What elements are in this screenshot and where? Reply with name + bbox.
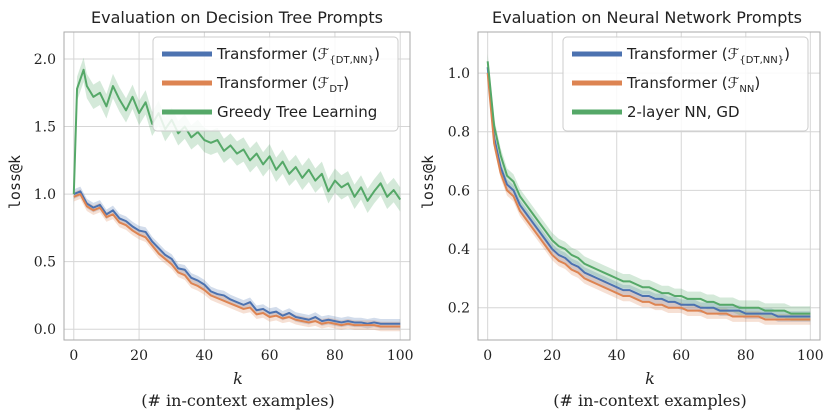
left-chart-x-tick-label: 20 [130,348,148,364]
right-chart-x-sublabel: (# in-context examples) [553,391,746,410]
right-chart-x-tick-label: 100 [797,348,824,364]
left-chart-x-tick-label: 0 [69,348,78,364]
left-chart-x-label: k [233,369,243,388]
left-chart-panel: Evaluation on Decision Tree Prompts loss… [6,8,414,410]
left-legend-label-2: Greedy Tree Learning [217,103,377,121]
right-chart-series-0-band [487,61,811,322]
right-chart-x-tick-label: 0 [483,348,492,364]
left-chart-series-1-line [73,193,401,328]
right-chart-series-0-line [486,67,811,318]
left-chart-y-tick-label: 0.5 [34,255,56,271]
right-legend-label-2: 2-layer NN, GD [627,103,740,121]
left-chart-x-tick-label: 40 [195,348,213,364]
right-chart-series-1-line [486,72,811,321]
right-chart-y-tick-label: 1.0 [448,66,470,82]
right-chart-panel: Evaluation on Neural Network Prompts los… [419,8,824,410]
left-chart-series-0-line [73,190,401,325]
left-chart-x-sublabel: (# in-context examples) [141,391,334,410]
right-chart-legend: Transformer (ℱ{DT,NN}) Transformer (ℱNN) 2… [562,36,809,132]
left-chart-title: Evaluation on Decision Tree Prompts [91,8,383,27]
left-chart-x-tick-label: 80 [326,348,344,364]
left-chart-y-tick-label: 0.0 [34,322,56,338]
right-legend-label-0: Transformer (ℱ{DT,NN}) [626,45,790,66]
right-chart-y-tick-label: 0.6 [448,183,470,199]
right-chart-series-2-band [487,54,811,321]
right-chart-x-tick-label: 60 [672,348,690,364]
right-chart-x-tick-label: 80 [737,348,755,364]
right-chart-y-label: loss@k [419,155,437,209]
left-chart-series-2-line [72,68,402,202]
right-chart-x-tick-label: 20 [543,348,561,364]
right-chart-y-tick-label: 0.2 [448,301,470,317]
left-chart-series-2-band [73,57,401,214]
right-chart-series-2-line [486,61,811,315]
left-chart-x-tick-label: 100 [387,348,414,364]
left-chart-series-0-band [73,186,401,329]
left-chart-frame [63,31,411,341]
left-chart-legend: Transformer (ℱ{DT,NN}) Transformer (ℱDT) G… [152,36,399,132]
right-chart-title: Evaluation on Neural Network Prompts [492,8,802,27]
left-chart-series-1-band [73,189,401,332]
left-legend-label-1: Transformer (ℱDT) [216,74,349,95]
left-chart-y-tick-label: 1.5 [34,120,56,136]
left-chart-y-tick-label: 1.0 [34,187,56,203]
right-legend-label-1: Transformer (ℱNN) [626,74,760,95]
right-chart-frame [477,31,821,341]
left-legend-label-0: Transformer (ℱ{DT,NN}) [216,45,380,66]
left-chart-x-tick-label: 60 [261,348,279,364]
left-chart-y-label: loss@k [6,155,24,209]
right-chart-x-tick-label: 40 [608,348,626,364]
right-chart-x-label: k [645,369,655,388]
left-chart-y-tick-label: 2.0 [34,52,56,68]
right-chart-y-tick-label: 0.4 [448,242,470,258]
right-chart-y-tick-label: 0.8 [448,125,470,141]
